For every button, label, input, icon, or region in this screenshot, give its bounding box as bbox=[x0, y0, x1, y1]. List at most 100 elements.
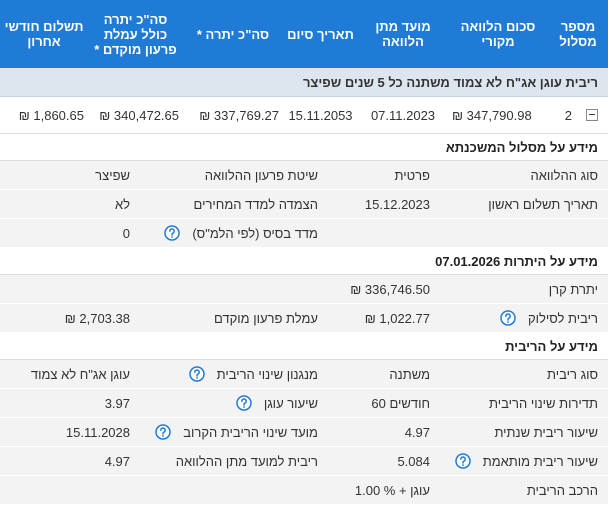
field-value: 60 חודשים bbox=[325, 396, 430, 411]
value-text: פרטית bbox=[394, 167, 430, 183]
value-text: 3.97 bbox=[104, 395, 130, 411]
value-text: עוגן + % 1.00 bbox=[354, 482, 430, 498]
field-label: מועד שינוי הריבית הקרוב bbox=[150, 424, 325, 440]
header-cell: סכום הלוואה מקורי bbox=[460, 19, 536, 49]
value-text: 15.11.2028 bbox=[65, 424, 130, 440]
field-value: עוגן + % 1.00 bbox=[325, 483, 430, 498]
label-text: עמלת פרעון מוקדם bbox=[213, 310, 318, 326]
field-value: משתנה bbox=[325, 367, 430, 382]
cell-value: 15.11.2053 bbox=[288, 107, 353, 123]
field-label: שיעור ריבית שנתית bbox=[430, 425, 608, 440]
field-value: ₪ 1,022.77 bbox=[325, 311, 430, 326]
field-label: מנגנון שינוי הריבית bbox=[150, 366, 325, 382]
help-icon[interactable] bbox=[155, 424, 171, 440]
header-cell: תשלום חודשי אחרון bbox=[4, 19, 84, 49]
field-value: 3.97 bbox=[0, 396, 150, 411]
cell-value: 07.11.2023 bbox=[370, 107, 436, 123]
label-text: שיעור ריבית מותאמת bbox=[482, 453, 598, 469]
header-cell: מועד מתן הלוואה bbox=[375, 19, 431, 49]
field-label: שיעור עוגן bbox=[150, 395, 325, 411]
value-text: ₪ 336,746.50 bbox=[350, 281, 430, 297]
info-row: סוג ריבית משתנה מנגנון שינוי הריבית עוגן אג… bbox=[0, 360, 608, 389]
info-sections: מידע על מסלול המשכנתא סוג ההלוואה פרטית שיט… bbox=[0, 134, 608, 505]
data-row: 2 ₪ 347,790.98 07.11.2023 15.11.2053 ₪ 3… bbox=[0, 97, 608, 134]
value-text: ₪ 1,022.77 bbox=[364, 310, 430, 326]
label-text: יתרת קרן bbox=[548, 281, 598, 297]
field-value: פרטית bbox=[325, 168, 430, 183]
field-value: 15.11.2028 bbox=[0, 425, 150, 440]
label-text: הצמדה למדד המחירים bbox=[193, 196, 318, 212]
field-value: עוגן אג"ח לא צמוד bbox=[0, 367, 150, 382]
value-text: ₪ 2,703.38 bbox=[64, 310, 130, 326]
field-value: 5.084 bbox=[325, 454, 430, 469]
field-value: 4.97 bbox=[325, 425, 430, 440]
field-value: ₪ 336,746.50 bbox=[325, 282, 430, 297]
value-text: 0 bbox=[122, 225, 130, 241]
help-icon[interactable] bbox=[455, 453, 471, 469]
field-label: שיטת פרעון ההלוואה bbox=[150, 168, 325, 183]
label-text: ריבית לסילוק bbox=[527, 310, 598, 326]
cell-value: ₪ 340,472.65 bbox=[99, 107, 179, 123]
info-row: תדירות שינוי הריבית 60 חודשים שיעור עוגן 3.… bbox=[0, 389, 608, 418]
value-text: 4.97 bbox=[404, 424, 430, 440]
field-label: סוג ריבית bbox=[430, 367, 608, 382]
value-text: לא bbox=[114, 196, 130, 212]
header-cell: סה"כ יתרה * bbox=[196, 26, 270, 42]
help-icon[interactable] bbox=[500, 310, 516, 326]
label-text: מדד בסיס (לפי הלמ"ס) bbox=[192, 225, 318, 241]
field-label: עמלת פרעון מוקדם bbox=[150, 311, 325, 326]
cell-value: ₪ 337,769.27 bbox=[199, 107, 279, 123]
field-label: תאריך תשלום ראשון bbox=[430, 197, 608, 212]
label-text: שיעור עוגן bbox=[263, 395, 318, 411]
info-row: שיעור ריבית מותאמת 5.084 ריבית למועד מתן ה… bbox=[0, 447, 608, 476]
field-value: 0 bbox=[0, 226, 150, 241]
value-text: משתנה bbox=[389, 366, 430, 382]
label-text: מועד שינוי הריבית הקרוב bbox=[183, 424, 318, 440]
table-header: מספר מסלול סכום הלוואה מקורי מועד מתן הל… bbox=[0, 0, 608, 68]
value-text: 4.97 bbox=[104, 453, 130, 469]
label-text: תאריך תשלום ראשון bbox=[488, 196, 598, 212]
value-text: 15.12.2023 bbox=[364, 196, 430, 212]
field-label: ריבית למועד מתן ההלוואה bbox=[150, 454, 325, 469]
field-value: 15.12.2023 bbox=[325, 197, 430, 212]
cell-value: ₪ 1,860.65 bbox=[18, 107, 84, 123]
field-value: ₪ 2,703.38 bbox=[0, 311, 150, 326]
info-row: הרכב הריבית עוגן + % 1.00 bbox=[0, 476, 608, 505]
field-value: שפיצר bbox=[0, 168, 150, 183]
cell-value: ₪ 347,790.98 bbox=[452, 107, 532, 123]
info-row: ריבית לסילוק ₪ 1,022.77 עמלת פרעון מוקדם ₪ … bbox=[0, 304, 608, 333]
label-text: הרכב הריבית bbox=[526, 482, 598, 498]
field-value: 4.97 bbox=[0, 454, 150, 469]
info-row: סוג ההלוואה פרטית שיטת פרעון ההלוואה שפיצר bbox=[0, 161, 608, 190]
field-label: ריבית לסילוק bbox=[430, 310, 608, 326]
help-icon[interactable] bbox=[236, 395, 252, 411]
value-text: 60 חודשים bbox=[371, 395, 430, 411]
info-row: מדד בסיס (לפי הלמ"ס) 0 bbox=[0, 219, 608, 248]
field-label: יתרת קרן bbox=[430, 282, 608, 297]
header-cell: תאריך סיום bbox=[287, 26, 354, 42]
header-cell: סה"כ יתרה כולל עמלת פרעון מוקדם * bbox=[94, 11, 177, 57]
label-text: שיעור ריבית שנתית bbox=[494, 424, 598, 440]
help-icon[interactable] bbox=[189, 366, 205, 382]
field-label: מדד בסיס (לפי הלמ"ס) bbox=[150, 225, 325, 241]
value-text: 5.084 bbox=[397, 453, 430, 469]
section-title: מידע על מסלול המשכנתא bbox=[0, 134, 608, 161]
section-title: מידע על הריבית bbox=[0, 333, 608, 360]
field-label: הצמדה למדד המחירים bbox=[150, 197, 325, 212]
label-text: ריבית למועד מתן ההלוואה bbox=[175, 453, 318, 469]
label-text: סוג ההלוואה bbox=[530, 167, 598, 183]
help-icon[interactable] bbox=[164, 225, 180, 241]
field-label: הרכב הריבית bbox=[430, 483, 608, 498]
value-text: עוגן אג"ח לא צמוד bbox=[30, 366, 130, 382]
field-value: לא bbox=[0, 197, 150, 212]
label-text: מנגנון שינוי הריבית bbox=[216, 366, 318, 382]
collapse-toggle[interactable] bbox=[586, 109, 598, 121]
label-text: שיטת פרעון ההלוואה bbox=[204, 167, 318, 183]
header-cell: מספר מסלול bbox=[559, 19, 597, 49]
label-text: סוג ריבית bbox=[547, 366, 598, 382]
info-row: שיעור ריבית שנתית 4.97 מועד שינוי הריבית ה… bbox=[0, 418, 608, 447]
field-label: סוג ההלוואה bbox=[430, 168, 608, 183]
field-label: שיעור ריבית מותאמת bbox=[430, 453, 608, 469]
group-row: ריבית עוגן אג"ח לא צמוד משתנה כל 5 שנים … bbox=[0, 68, 608, 97]
